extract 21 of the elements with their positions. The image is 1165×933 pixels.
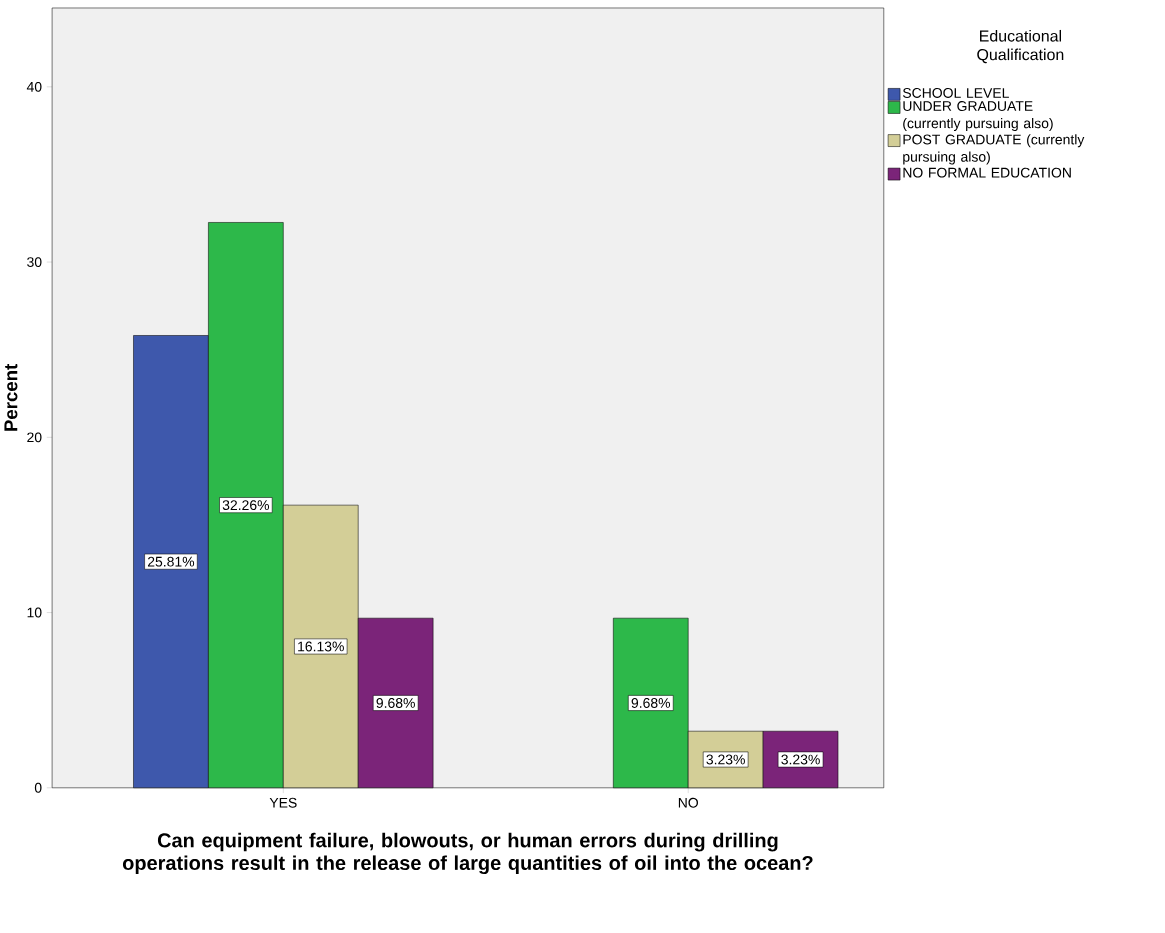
data-label: 16.13% — [298, 641, 344, 652]
data-label: 25.81% — [147, 556, 195, 567]
y-axis-title: Percent — [4, 363, 18, 431]
legend-title: Educational Qualification — [977, 29, 1064, 63]
y-tick-label: 40 — [26, 81, 42, 92]
data-label: 3.23% — [781, 754, 820, 765]
data-label: 9.68% — [376, 697, 415, 708]
data-label: 9.68% — [631, 697, 671, 708]
legend-label: POST GRADUATE (currently pursuing also) — [903, 134, 1085, 165]
legend-label: SCHOOL LEVEL — [902, 87, 1009, 98]
y-tick-label: 10 — [27, 607, 42, 618]
x-tick-label: YES — [269, 797, 297, 808]
legend-label: UNDER GRADUATE (currently pursuing also) — [903, 100, 1053, 131]
legend-label: NO FORMAL EDUCATION — [903, 167, 1071, 178]
y-tick-label: 30 — [27, 256, 42, 267]
x-tick-label: NO — [678, 797, 698, 808]
x-axis-title: Can equipment failure, blowouts, or human errors during drilling operations result in the release of large quantities of oil into the ocean? — [122, 832, 813, 874]
data-label: 3.23% — [706, 754, 745, 765]
y-tick-label: 20 — [27, 432, 42, 443]
y-tick-label: 0 — [34, 782, 42, 793]
data-label: 32.26% — [222, 500, 270, 510]
